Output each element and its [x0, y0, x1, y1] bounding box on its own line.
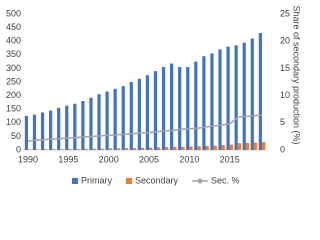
- bar: [100, 148, 104, 150]
- x-tick-label: 2015: [220, 154, 240, 164]
- bar: [44, 149, 48, 150]
- x-tick-label: 2010: [179, 154, 199, 164]
- bar: [161, 67, 166, 150]
- y2-axis-title: Share of secondary production (%): [292, 5, 300, 144]
- y2-tick-label: 20: [280, 36, 290, 46]
- bar: [92, 148, 96, 150]
- legend-swatch: [72, 178, 78, 184]
- bar: [24, 116, 29, 150]
- legend-label: Sec. %: [211, 175, 240, 185]
- bar: [181, 146, 185, 150]
- line: [27, 114, 263, 143]
- y-tick-label: 50: [11, 131, 21, 141]
- bar: [97, 94, 101, 150]
- bar: [218, 49, 222, 150]
- bar: [76, 148, 80, 150]
- bar: [210, 53, 214, 150]
- y-tick-label: 250: [6, 76, 21, 86]
- bar: [73, 103, 77, 150]
- bar: [221, 145, 225, 150]
- y-tick-label: 500: [6, 8, 21, 18]
- x-tick-label: 1990: [18, 154, 38, 164]
- bar: [153, 71, 158, 150]
- bar: [28, 149, 32, 150]
- bar: [173, 146, 177, 150]
- bar: [137, 78, 141, 150]
- bar: [234, 45, 238, 150]
- bar: [132, 148, 137, 150]
- bar: [60, 149, 64, 150]
- bar: [194, 61, 198, 150]
- bar: [229, 144, 233, 150]
- bar: [261, 142, 266, 150]
- bar: [205, 145, 209, 150]
- y-tick-label: 450: [6, 22, 21, 32]
- legend-label: Primary: [81, 175, 112, 185]
- x-tick-label: 2000: [99, 154, 119, 164]
- x-tick-label: 2005: [139, 154, 159, 164]
- bar: [113, 88, 117, 150]
- y2-tick-label: 0: [280, 144, 285, 154]
- bar: [213, 145, 217, 150]
- bar: [149, 147, 153, 150]
- bar: [68, 148, 72, 150]
- y-tick-label: 100: [6, 117, 21, 127]
- bar: [242, 42, 246, 151]
- y-tick-label: 200: [6, 90, 21, 100]
- bar: [36, 149, 40, 150]
- bar: [84, 148, 88, 150]
- bar: [108, 148, 112, 150]
- bar: [121, 86, 125, 150]
- bar: [237, 143, 241, 150]
- bar: [65, 105, 69, 150]
- y-tick-label: 350: [6, 49, 21, 59]
- bar: [226, 46, 230, 150]
- y2-tick-label: 5: [280, 117, 285, 127]
- bar: [57, 107, 61, 150]
- x-tick-label: 1995: [58, 154, 78, 164]
- bar: [250, 38, 254, 151]
- bar: [253, 142, 258, 150]
- bar: [157, 147, 161, 150]
- chart: Share of secondary production (%) 050100…: [6, 5, 300, 185]
- bar: [129, 82, 133, 150]
- bar: [245, 142, 250, 150]
- bar: [258, 33, 262, 150]
- legend-marker: [197, 178, 203, 184]
- bar: [165, 147, 169, 150]
- legend-swatch: [126, 178, 132, 184]
- bar: [140, 147, 145, 150]
- bar: [105, 91, 109, 150]
- bar: [202, 56, 206, 150]
- bar: [40, 112, 45, 150]
- bar: [32, 114, 37, 150]
- bar: [81, 101, 85, 150]
- y-tick-label: 400: [6, 36, 21, 46]
- y2-tick-label: 15: [280, 63, 290, 73]
- bar: [170, 63, 174, 151]
- bar: [124, 148, 129, 150]
- y2-tick-label: 10: [280, 90, 290, 100]
- legend-label: Secondary: [135, 175, 179, 185]
- bar: [186, 67, 190, 150]
- bar: [197, 146, 201, 150]
- bar: [189, 146, 193, 150]
- bar: [178, 67, 182, 150]
- bar: [89, 97, 93, 150]
- bar: [145, 75, 150, 150]
- y-tick-label: 300: [6, 63, 21, 73]
- bar: [52, 149, 56, 150]
- y-tick-label: 0: [16, 144, 21, 154]
- bar: [116, 148, 120, 150]
- y2-tick-label: 25: [280, 8, 290, 18]
- bar: [49, 110, 53, 150]
- y-tick-label: 150: [6, 104, 21, 114]
